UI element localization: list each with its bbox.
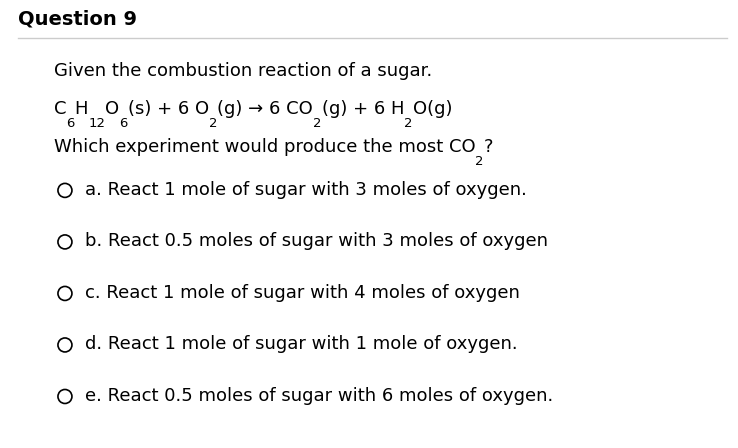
- Text: 2: 2: [313, 117, 322, 130]
- Text: 2: 2: [209, 117, 218, 130]
- Text: d. React 1 mole of sugar with 1 mole of oxygen.: d. React 1 mole of sugar with 1 mole of …: [85, 336, 517, 353]
- Text: Given the combustion reaction of a sugar.: Given the combustion reaction of a sugar…: [54, 62, 432, 80]
- Text: a. React 1 mole of sugar with 3 moles of oxygen.: a. React 1 mole of sugar with 3 moles of…: [85, 181, 527, 199]
- Text: 6: 6: [120, 117, 128, 130]
- Text: 6: 6: [66, 117, 75, 130]
- Text: H: H: [75, 100, 89, 118]
- Text: b. React 0.5 moles of sugar with 3 moles of oxygen: b. React 0.5 moles of sugar with 3 moles…: [85, 233, 548, 250]
- Text: C: C: [54, 100, 66, 118]
- Text: e. React 0.5 moles of sugar with 6 moles of oxygen.: e. React 0.5 moles of sugar with 6 moles…: [85, 387, 553, 405]
- Text: c. React 1 mole of sugar with 4 moles of oxygen: c. React 1 mole of sugar with 4 moles of…: [85, 284, 520, 302]
- Text: O(g): O(g): [413, 100, 452, 118]
- Text: Which experiment would produce the most CO: Which experiment would produce the most …: [54, 138, 475, 156]
- Text: 2: 2: [404, 117, 413, 130]
- Text: O: O: [106, 100, 120, 118]
- Text: (g) + 6 H: (g) + 6 H: [322, 100, 404, 118]
- Text: (g) → 6 CO: (g) → 6 CO: [218, 100, 313, 118]
- Text: ?: ?: [484, 138, 494, 156]
- Text: (s) + 6 O: (s) + 6 O: [128, 100, 209, 118]
- Text: 2: 2: [475, 155, 484, 168]
- Text: Question 9: Question 9: [18, 10, 137, 29]
- Text: 12: 12: [89, 117, 106, 130]
